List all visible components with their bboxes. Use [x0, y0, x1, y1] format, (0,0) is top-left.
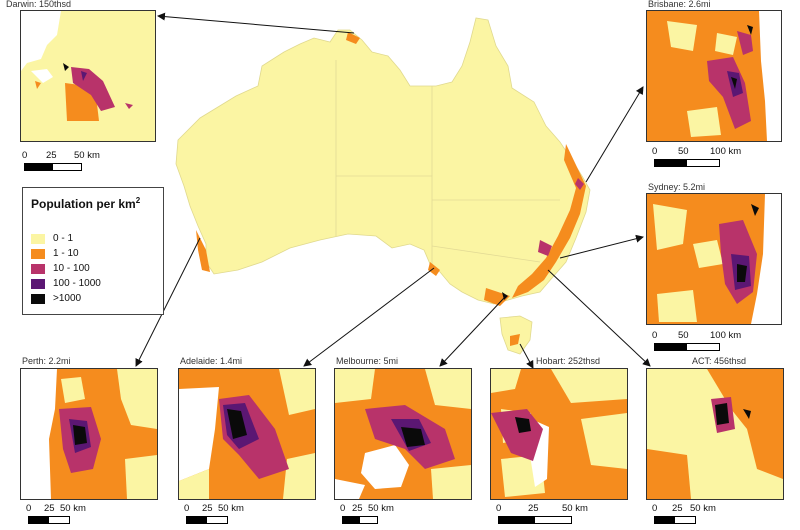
coastal-density: [196, 32, 586, 346]
inset-title-perth: Perth: 2.2mi: [22, 356, 71, 366]
inset-act: [646, 368, 784, 500]
inset-title-sydney: Sydney: 5.2mi: [648, 182, 706, 192]
legend-title: Population per km2: [31, 196, 141, 211]
inset-hobart: [490, 368, 628, 500]
inset-title-adelaide: Adelaide: 1.4mi: [180, 356, 243, 366]
inset-adelaide: [178, 368, 316, 500]
inset-title-act: ACT: 456thsd: [692, 356, 747, 366]
legend-item: 100 - 1000: [31, 278, 101, 289]
inset-sydney: [646, 193, 782, 325]
inset-title-brisbane: Brisbane: 2.6mi: [648, 0, 711, 9]
inset-darwin: [20, 10, 156, 142]
state-borders: [335, 60, 560, 270]
inset-melbourne: [334, 368, 472, 500]
inset-brisbane: [646, 10, 782, 142]
legend-item: 10 - 100: [31, 263, 90, 274]
callout-arrows: [135, 12, 651, 369]
inset-perth: [20, 368, 158, 500]
inset-title-hobart: Hobart: 252thsd: [536, 356, 601, 366]
legend-item: 1 - 10: [31, 248, 79, 259]
legend-item: 0 - 1: [31, 233, 73, 244]
mainland-australia: [175, 17, 591, 305]
inset-title-melbourne: Melbourne: 5mi: [336, 356, 399, 366]
legend: Population per km2 0 - 1 1 - 10 10 - 100…: [22, 187, 164, 315]
inset-title-darwin: Darwin: 150thsd: [6, 0, 72, 9]
legend-item: >1000: [31, 293, 81, 304]
